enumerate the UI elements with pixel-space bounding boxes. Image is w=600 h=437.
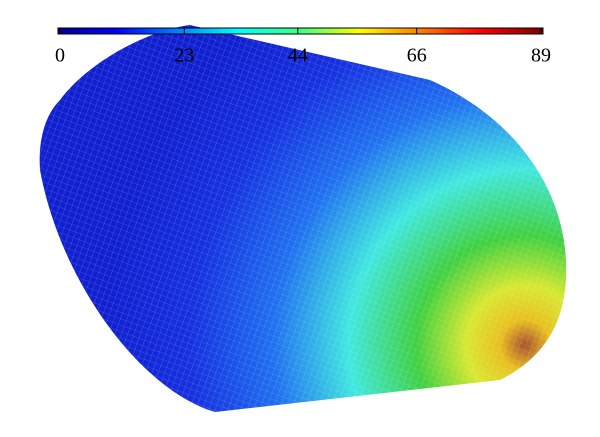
colorbar [57, 27, 544, 35]
colorbar-ticks: 0 23 44 66 89 [55, 28, 551, 67]
tick-label: 0 [55, 45, 65, 67]
tick-label: 89 [531, 45, 551, 67]
tick-label: 23 [174, 45, 194, 67]
tick-label: 66 [407, 45, 427, 67]
tick-label: 44 [288, 45, 308, 67]
